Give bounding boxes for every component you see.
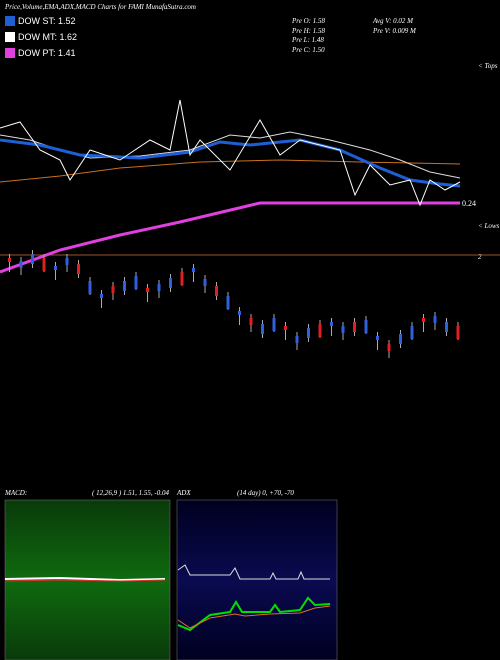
candle: [318, 324, 322, 337]
info-text: Pre H: 1.58: [291, 27, 325, 35]
candle: [215, 286, 218, 296]
macd-signal: [4, 579, 166, 582]
info-text: Pre C: 1.50: [291, 46, 325, 54]
candle: [376, 336, 379, 340]
candle: [387, 344, 391, 351]
legend: DOW ST: 1.52 DOW MT: 1.62 DOW PT: 1.41: [5, 16, 77, 58]
candle: [123, 281, 126, 291]
last-label: 0.24: [462, 199, 476, 208]
adx-line: [177, 564, 330, 580]
candle: [192, 268, 195, 272]
candle: [169, 278, 172, 288]
candle: [364, 320, 368, 333]
title: Price,Volume,EMA,ADX,MACD Charts for FAM…: [4, 3, 196, 11]
candle: [8, 258, 11, 262]
info-text: Avg V: 0.02 M: [372, 17, 414, 25]
legend-label: DOW MT: 1.62: [18, 32, 77, 42]
candle: [399, 334, 402, 344]
candle: [341, 326, 345, 333]
legend-label: DOW ST: 1.52: [18, 16, 76, 26]
candle: [226, 296, 230, 309]
candle: [445, 322, 448, 332]
legend-swatch: [5, 48, 15, 58]
macd-line: [4, 576, 166, 582]
candle: [353, 322, 356, 332]
candle: [249, 318, 253, 325]
legend-swatch: [5, 16, 15, 26]
candle: [19, 261, 23, 268]
candle: [410, 326, 414, 339]
macd-title: MACD:: [4, 489, 27, 497]
candle: [422, 318, 425, 322]
macd-params: ( 12,26,9 ) 1.51, 1.55, -0.04: [92, 489, 169, 497]
candle: [330, 322, 333, 326]
volume-label: 2: [478, 253, 482, 261]
adx-panel: [176, 499, 338, 660]
adx-title: ADX: [176, 489, 191, 497]
candle: [307, 328, 310, 338]
lows-label: < Lows: [478, 222, 500, 230]
info-text: Pre L: 1.48: [291, 36, 324, 44]
candle: [146, 288, 149, 292]
candle: [31, 254, 34, 264]
candle: [100, 294, 103, 298]
candle: [88, 281, 92, 294]
candles: [8, 250, 460, 358]
candle: [157, 284, 161, 291]
candle: [134, 276, 138, 289]
candle: [456, 326, 460, 339]
candle: [295, 336, 299, 343]
tops-label: < Tops: [478, 62, 498, 70]
legend-swatch: [5, 32, 15, 42]
candle: [180, 272, 184, 285]
candle: [284, 326, 287, 330]
candle: [42, 258, 46, 271]
candle: [203, 279, 207, 286]
minus-di: [177, 605, 331, 629]
info-text: Pre V: 0.009 M: [372, 27, 417, 35]
candle: [433, 316, 437, 323]
info: Pre O: 1.58 Pre H: 1.58 Pre L: 1.48 Pre …: [291, 17, 417, 54]
candle: [65, 258, 69, 265]
candle: [54, 266, 57, 270]
legend-label: DOW PT: 1.41: [18, 48, 76, 58]
info-text: Pre O: 1.58: [291, 17, 325, 25]
price-lines: [0, 99, 500, 274]
candle: [111, 286, 115, 293]
adx-params: (14 day) 0, +70, -70: [237, 489, 294, 497]
candle: [261, 324, 264, 334]
plus-di: [177, 596, 331, 632]
candle: [238, 311, 241, 315]
candle: [77, 264, 80, 274]
candle: [272, 318, 276, 331]
